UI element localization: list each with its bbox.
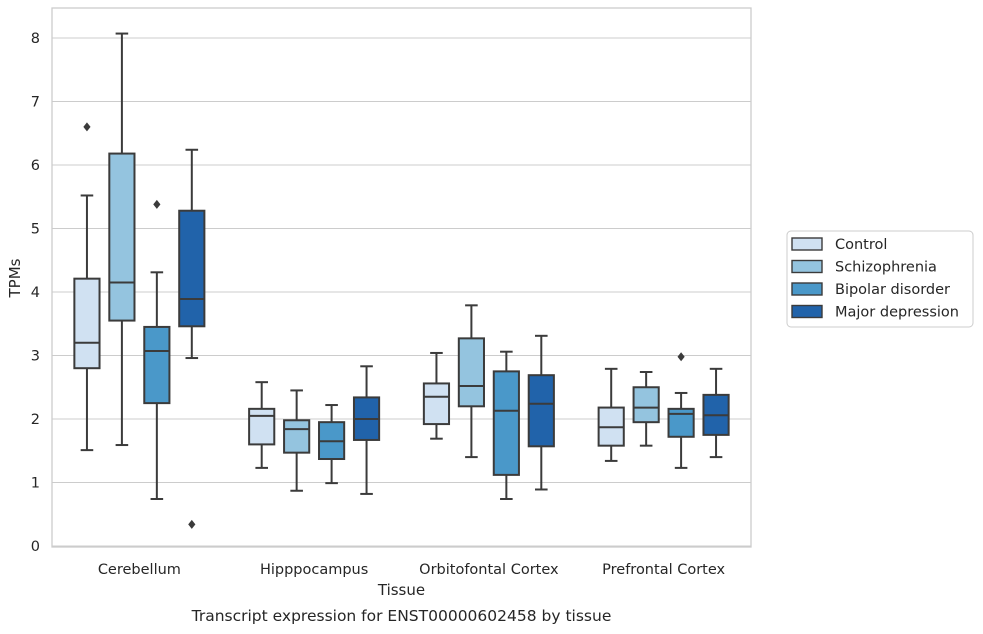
legend-swatch	[791, 304, 823, 319]
box	[178, 148, 206, 529]
box	[283, 389, 311, 492]
box-body	[143, 325, 171, 405]
legend-label: Control	[835, 237, 887, 253]
y-tick-label: 6	[31, 158, 40, 174]
outlier-point	[83, 122, 91, 132]
box	[143, 199, 171, 501]
box-body	[283, 419, 311, 454]
box-body	[248, 407, 276, 446]
box	[73, 122, 101, 452]
y-tick-label: 7	[31, 95, 40, 111]
legend-item: Bipolar disorder	[791, 282, 950, 298]
y-tick-label: 8	[31, 31, 40, 47]
x-axis-label: Tissue	[377, 581, 425, 599]
legend-item: Major depression	[791, 304, 959, 321]
legend-item: Schizophrenia	[791, 259, 937, 276]
x-tick-label: Orbitofontal Cortex	[419, 562, 559, 578]
legend-swatch	[791, 259, 823, 274]
x-axis-ticks: Cerebellum Hipppocampus Orbitofontal Corte…	[98, 562, 726, 578]
legend-label: Schizophrenia	[835, 260, 937, 276]
box-body	[108, 152, 136, 322]
box-body	[632, 386, 660, 424]
legend-item: Control	[791, 237, 887, 253]
box-body	[178, 209, 206, 328]
box	[632, 371, 660, 447]
box	[597, 367, 625, 462]
box-body	[457, 337, 485, 408]
x-tick-label: Hipppocampus	[260, 562, 368, 578]
x-tick-label: Cerebellum	[98, 562, 181, 578]
box	[457, 304, 485, 459]
plot-area-frame	[51, 7, 752, 548]
legend-frame	[786, 230, 974, 328]
box	[108, 32, 136, 447]
outlier-point	[153, 199, 161, 209]
box-body	[527, 374, 555, 448]
box	[318, 404, 346, 485]
y-tick-label: 0	[31, 539, 40, 555]
box	[667, 352, 695, 469]
box	[702, 367, 730, 459]
box	[527, 334, 555, 491]
outlier-point	[188, 519, 196, 529]
y-axis-label: TPMs	[6, 258, 24, 298]
legend-swatch	[791, 282, 823, 296]
y-axis-ticks: 0 1 2 3 4 5 6 7 8	[31, 31, 40, 555]
legend-swatch	[791, 237, 823, 251]
y-tick-label: 2	[31, 412, 40, 428]
x-tick-label: Prefrontal Cortex	[602, 562, 725, 578]
legend-label: Major depression	[835, 305, 959, 321]
box-body	[492, 370, 520, 476]
box	[492, 350, 520, 501]
chart-title: Transcript expression for ENST0000060245…	[191, 607, 612, 625]
box	[352, 365, 381, 495]
box	[422, 351, 451, 440]
legend-label: Bipolar disorder	[835, 282, 950, 298]
legend: Control Schizophrenia Bipolar disorder Majo…	[786, 230, 974, 328]
box-groups	[73, 32, 730, 529]
y-tick-label: 1	[31, 476, 40, 492]
box-body	[422, 382, 451, 426]
y-tick-label: 5	[31, 222, 40, 238]
y-tick-label: 4	[31, 285, 40, 301]
outlier-point	[677, 352, 685, 362]
y-tick-label: 3	[31, 349, 40, 365]
box	[248, 381, 276, 469]
box-body	[73, 277, 101, 370]
